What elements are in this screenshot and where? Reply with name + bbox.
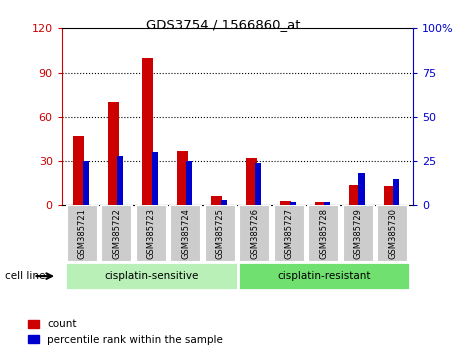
Text: GSM385724: GSM385724 bbox=[181, 208, 190, 259]
FancyBboxPatch shape bbox=[205, 205, 236, 262]
Bar bbox=[349, 185, 360, 205]
Bar bbox=[83, 161, 89, 205]
Bar bbox=[255, 163, 261, 205]
FancyBboxPatch shape bbox=[239, 205, 270, 262]
Bar bbox=[324, 202, 330, 205]
Bar bbox=[152, 152, 158, 205]
Text: GDS3754 / 1566860_at: GDS3754 / 1566860_at bbox=[146, 18, 301, 31]
Bar bbox=[74, 136, 85, 205]
Bar bbox=[315, 202, 326, 205]
Text: GSM385730: GSM385730 bbox=[388, 208, 397, 259]
FancyBboxPatch shape bbox=[377, 205, 408, 262]
Text: GSM385725: GSM385725 bbox=[216, 208, 225, 259]
Bar bbox=[211, 196, 222, 205]
Text: GSM385727: GSM385727 bbox=[285, 208, 294, 259]
Text: cell line: cell line bbox=[5, 271, 45, 281]
Text: cisplatin-sensitive: cisplatin-sensitive bbox=[104, 271, 199, 281]
FancyBboxPatch shape bbox=[67, 205, 98, 262]
Bar bbox=[393, 179, 399, 205]
Bar bbox=[117, 156, 124, 205]
FancyBboxPatch shape bbox=[65, 262, 238, 290]
Bar bbox=[177, 151, 188, 205]
Bar bbox=[108, 102, 119, 205]
Text: GSM385722: GSM385722 bbox=[113, 208, 122, 259]
Bar bbox=[186, 161, 192, 205]
FancyBboxPatch shape bbox=[136, 205, 167, 262]
Text: GSM385729: GSM385729 bbox=[353, 208, 362, 259]
Text: GSM385721: GSM385721 bbox=[78, 208, 87, 259]
Text: GSM385726: GSM385726 bbox=[250, 208, 259, 259]
Bar bbox=[290, 202, 296, 205]
Bar bbox=[384, 186, 395, 205]
Bar bbox=[142, 58, 153, 205]
FancyBboxPatch shape bbox=[274, 205, 304, 262]
Bar bbox=[246, 158, 257, 205]
Text: cisplatin-resistant: cisplatin-resistant bbox=[277, 271, 370, 281]
Text: GSM385723: GSM385723 bbox=[147, 208, 156, 259]
Bar bbox=[280, 201, 291, 205]
Legend: count, percentile rank within the sample: count, percentile rank within the sample bbox=[24, 315, 227, 349]
FancyBboxPatch shape bbox=[238, 262, 410, 290]
Bar bbox=[220, 200, 227, 205]
FancyBboxPatch shape bbox=[101, 205, 133, 262]
FancyBboxPatch shape bbox=[308, 205, 339, 262]
FancyBboxPatch shape bbox=[171, 205, 201, 262]
Text: GSM385728: GSM385728 bbox=[319, 208, 328, 259]
FancyBboxPatch shape bbox=[342, 205, 374, 262]
Bar bbox=[359, 173, 365, 205]
